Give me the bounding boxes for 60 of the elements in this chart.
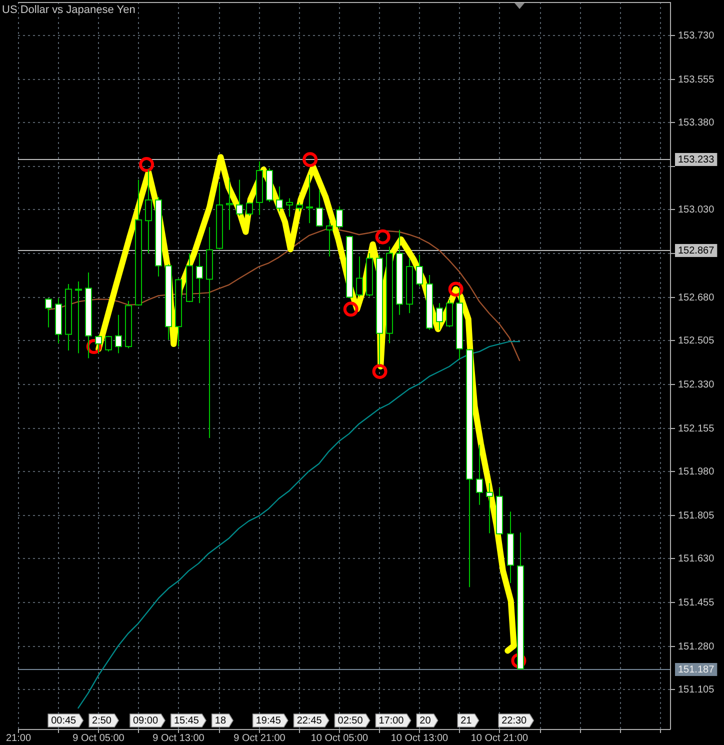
y-tick-label: 153.380 — [678, 117, 715, 128]
candlestick — [326, 219, 333, 258]
ref-line-label: 151.187 — [678, 664, 715, 675]
candlestick — [416, 254, 423, 287]
x-tick-label: 10 Oct 21:00 — [470, 733, 529, 744]
y-tick-label: 152.505 — [678, 335, 715, 346]
annotation: 18 — [214, 715, 226, 726]
annotation: 02:50 — [338, 715, 364, 726]
annotation: 00:45 — [51, 715, 77, 726]
candlestick — [286, 198, 293, 218]
x-tick-label: 9 Oct 13:00 — [152, 733, 205, 744]
y-tick-label: 151.455 — [678, 597, 715, 608]
y-tick-label: 152.155 — [678, 423, 715, 434]
y-tick-label: 151.105 — [678, 684, 715, 695]
annotation: 22:30 — [502, 715, 528, 726]
annotation: 17:00 — [378, 715, 404, 726]
y-tick-label: 151.805 — [678, 510, 715, 521]
y-tick-label: 151.280 — [678, 641, 715, 652]
ref-line-label: 152.867 — [678, 245, 715, 256]
y-tick-label: 153.730 — [678, 30, 715, 41]
candlestick — [356, 256, 363, 297]
candlestick — [316, 189, 323, 228]
y-tick-label: 153.555 — [678, 74, 715, 85]
candlestick — [95, 334, 102, 354]
annotation: 22:45 — [296, 715, 322, 726]
candlestick — [446, 299, 453, 328]
x-tick-label: 9 Oct 05:00 — [72, 733, 125, 744]
annotation: 2:50 — [92, 715, 112, 726]
annotation: 21 — [460, 715, 472, 726]
candlestick — [486, 482, 493, 534]
candlestick — [336, 206, 343, 228]
candlestick — [145, 169, 152, 254]
y-tick-label: 152.680 — [678, 292, 715, 303]
line-series — [78, 340, 520, 709]
candlestick — [246, 202, 253, 216]
y-tick-label: 151.630 — [678, 553, 715, 564]
candlestick — [45, 297, 52, 328]
x-tick-label: 10 Oct 05:00 — [310, 733, 369, 744]
y-tick-label: 151.980 — [678, 466, 715, 477]
annotation: 15:45 — [174, 715, 200, 726]
candlestick — [105, 335, 112, 352]
annotation: 20 — [420, 715, 432, 726]
candlestick — [476, 444, 483, 506]
x-tick-label: 21:00 — [6, 733, 32, 744]
annotation: 19:45 — [256, 715, 282, 726]
candlestick — [306, 174, 313, 224]
x-tick-label: 10 Oct 13:00 — [390, 733, 449, 744]
candlestick — [196, 252, 203, 304]
candlestick — [115, 314, 122, 354]
chart-title: US Dollar vs Japanese Yen — [2, 4, 136, 16]
candlestick — [226, 178, 233, 230]
candlestick — [236, 179, 243, 216]
candlestick — [75, 280, 82, 354]
y-tick-label: 152.330 — [678, 379, 715, 390]
ref-line-label: 153.233 — [678, 154, 715, 165]
candlestick — [276, 186, 283, 212]
x-tick-label: 9 Oct 21:00 — [234, 733, 286, 744]
annotation: 09:00 — [133, 715, 158, 726]
candlestick — [436, 302, 443, 330]
y-tick-label: 153.030 — [678, 204, 715, 215]
